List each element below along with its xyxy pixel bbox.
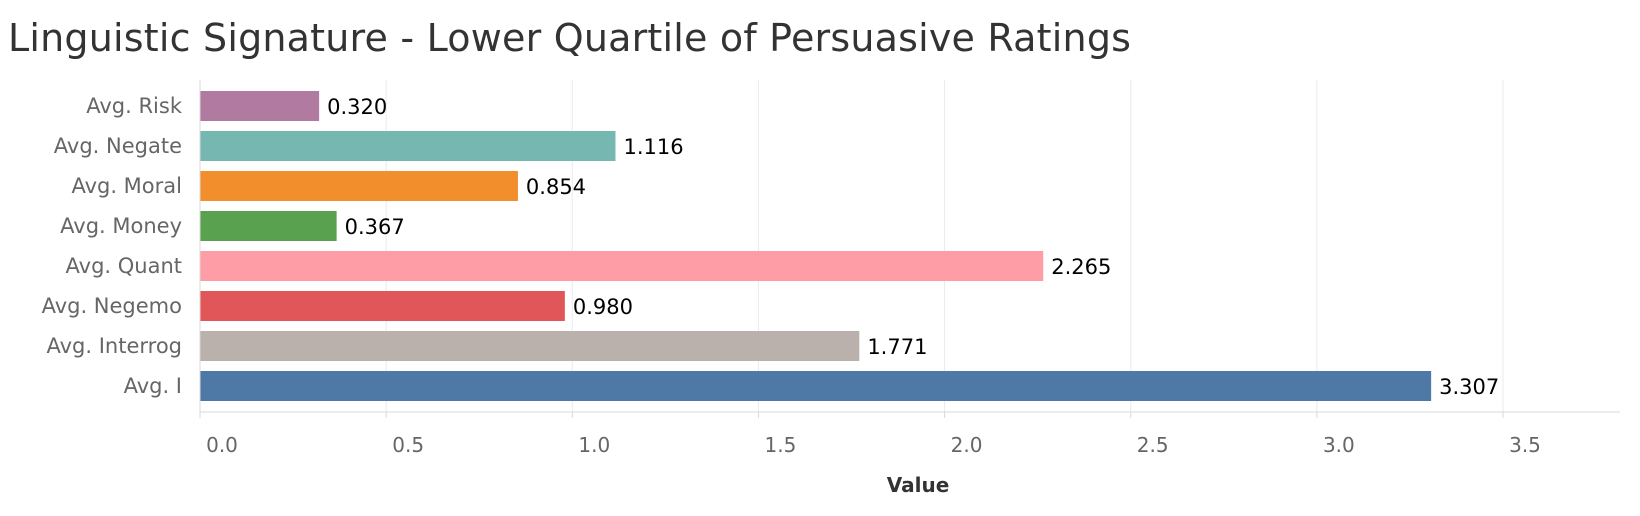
bar	[200, 251, 1044, 281]
tick-label: 0.5	[392, 433, 424, 457]
bar	[200, 131, 616, 161]
value-label: 0.854	[526, 175, 586, 199]
value-label: 1.116	[623, 135, 683, 159]
category-label: Avg. Risk	[86, 94, 183, 118]
tick-label: 2.5	[1137, 433, 1169, 457]
x-axis-title: Value	[887, 473, 950, 497]
category-label: Avg. Interrog	[46, 334, 182, 358]
bars: Avg. Risk 0.320 Avg. Negate 1.116 Avg. Moral…	[42, 91, 1499, 401]
bar	[200, 171, 518, 201]
category-label: Avg. Money	[60, 214, 182, 238]
category-label: Avg. Quant	[66, 254, 183, 278]
category-label: Avg. Moral	[71, 174, 182, 198]
bar	[200, 211, 337, 241]
category-label: Avg. Negemo	[42, 294, 182, 318]
value-label: 0.320	[327, 95, 387, 119]
tick-label: 3.5	[1509, 433, 1541, 457]
bar	[200, 91, 320, 121]
tick-label: 1.5	[765, 433, 797, 457]
category-label: Avg. I	[124, 374, 182, 398]
value-label: 0.980	[573, 295, 633, 319]
tick-label: 3.0	[1323, 433, 1355, 457]
bar	[200, 291, 565, 321]
value-label: 2.265	[1051, 255, 1111, 279]
tick-label: 2.0	[951, 433, 983, 457]
gridlines	[385, 80, 1504, 412]
x-axis-ticks: 0.0 0.5 1.0 1.5 2.0 2.5 3.0 3.5	[199, 412, 1541, 457]
category-label: Avg. Negate	[54, 134, 182, 158]
chart-title: Linguistic Signature - Lower Quartile of…	[8, 16, 1132, 60]
tick-label: 0.0	[206, 433, 238, 457]
tick-label: 1.0	[578, 433, 610, 457]
bar	[200, 371, 1432, 401]
value-label: 1.771	[867, 335, 927, 359]
value-label: 3.307	[1439, 375, 1499, 399]
value-label: 0.367	[345, 215, 405, 239]
bar	[200, 331, 860, 361]
